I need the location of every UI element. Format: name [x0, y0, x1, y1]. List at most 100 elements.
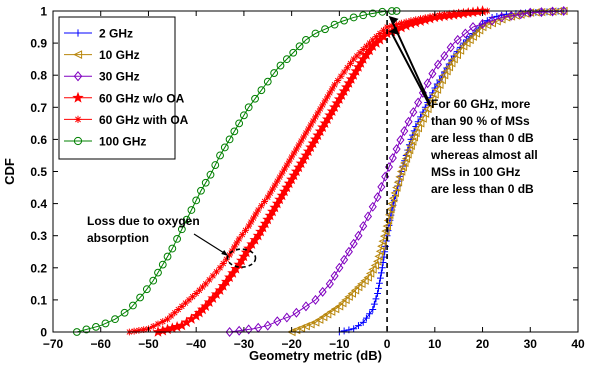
asterisk-marker [74, 115, 82, 123]
triangle-marker [370, 261, 380, 270]
triangle-marker [468, 32, 477, 41]
legend-entry: 60 GHz w/o OA [64, 91, 185, 105]
diamond-marker [423, 78, 432, 89]
asterisk-marker [312, 113, 319, 121]
circle-marker [168, 244, 177, 253]
plus-marker [377, 274, 384, 282]
triangle-marker [392, 183, 401, 192]
triangle-marker [423, 104, 432, 114]
asterisk-marker [293, 145, 300, 153]
circle-marker [240, 111, 248, 120]
plus-marker [355, 322, 362, 329]
triangle-marker [383, 216, 393, 225]
asterisk-marker [340, 68, 348, 76]
x-tick-label: 0 [384, 337, 391, 351]
triangle-marker [404, 145, 414, 155]
asterisk-marker [205, 276, 213, 284]
diamond-marker [244, 324, 253, 335]
triangle-marker [318, 312, 328, 322]
asterisk-marker [233, 239, 241, 247]
asterisk-marker [213, 268, 220, 276]
triangle-marker [388, 194, 398, 203]
triangle-marker [403, 150, 412, 159]
asterisk-marker [223, 255, 230, 263]
asterisk-marker [230, 243, 238, 251]
y-tick-label: 0.2 [30, 261, 47, 275]
asterisk-marker [245, 222, 253, 230]
asterisk-marker [347, 60, 354, 67]
diamond-marker [368, 201, 377, 212]
asterisk-marker [149, 322, 157, 330]
circle-marker [263, 77, 272, 86]
oxygen-arrow-line [193, 233, 228, 256]
circle-marker [149, 276, 158, 285]
triangle-marker [492, 17, 501, 26]
oxygen-arrow-head [221, 249, 229, 256]
diamond-marker [377, 181, 386, 192]
diamond-marker [335, 262, 344, 273]
diamond-marker [461, 28, 470, 39]
circle-marker [201, 178, 210, 187]
asterisk-marker [324, 93, 331, 101]
legend-label: 100 GHz [99, 135, 146, 149]
triangle-marker [409, 133, 419, 142]
x-tick-label: −30 [234, 337, 255, 351]
triangle-marker [430, 90, 439, 99]
triangle-marker [310, 318, 320, 327]
triangle-marker [373, 257, 382, 266]
plus-marker [74, 29, 82, 37]
asterisk-marker [189, 293, 197, 301]
triangle-marker [444, 62, 454, 72]
diamond-marker [433, 59, 443, 70]
diamond-marker [388, 153, 397, 164]
series-30-ghz [225, 6, 568, 337]
circle-marker [302, 35, 310, 44]
triangle-marker [326, 307, 336, 316]
asterisk-marker [402, 18, 410, 26]
asterisk-marker [350, 55, 358, 63]
triangle-marker [427, 95, 437, 104]
diamond-marker [325, 278, 334, 289]
asterisk-marker [226, 251, 233, 259]
triangle-marker [334, 302, 344, 311]
triangle-marker [447, 58, 456, 68]
diamond-marker [363, 211, 373, 222]
asterisk-marker [417, 15, 424, 23]
y-axis-label: CDF [2, 158, 17, 185]
triangle-marker [462, 38, 471, 48]
asterisk-marker [266, 189, 274, 197]
asterisk-marker [182, 299, 189, 307]
asterisk-marker [250, 214, 257, 222]
diamond-marker [516, 9, 525, 20]
diamond-marker [428, 68, 437, 79]
asterisk-marker [450, 9, 458, 17]
asterisk-marker [135, 326, 143, 334]
asterisk-marker [209, 272, 217, 280]
triangle-marker [471, 29, 481, 38]
plus-marker [366, 310, 373, 318]
diamond-marker [488, 15, 497, 26]
y-tick-label: 0.9 [30, 37, 47, 51]
legend-label: 60 GHz with OA [99, 113, 189, 127]
triangle-marker [411, 128, 420, 138]
series-10-ghz [287, 6, 568, 337]
triangle-marker [465, 35, 474, 45]
circle-marker [359, 11, 368, 20]
annotation-60ghz-line: than 90 % of MSs [431, 114, 530, 128]
diamond-marker [225, 327, 234, 337]
legend-entry: 60 GHz with OA [64, 113, 189, 127]
plus-marker [359, 318, 367, 326]
circle-marker [276, 61, 285, 70]
y-tick-label: 0 [40, 326, 47, 340]
asterisk-marker [185, 296, 193, 304]
triangle-marker [442, 66, 451, 76]
asterisk-marker [356, 49, 364, 57]
asterisk-marker [314, 109, 322, 117]
asterisk-marker [242, 226, 249, 234]
asterisk-marker [285, 157, 293, 165]
plus-marker [374, 290, 381, 297]
circle-marker [101, 319, 110, 328]
asterisk-marker [326, 89, 334, 97]
asterisk-marker [281, 165, 288, 173]
triangle-marker [353, 282, 363, 292]
